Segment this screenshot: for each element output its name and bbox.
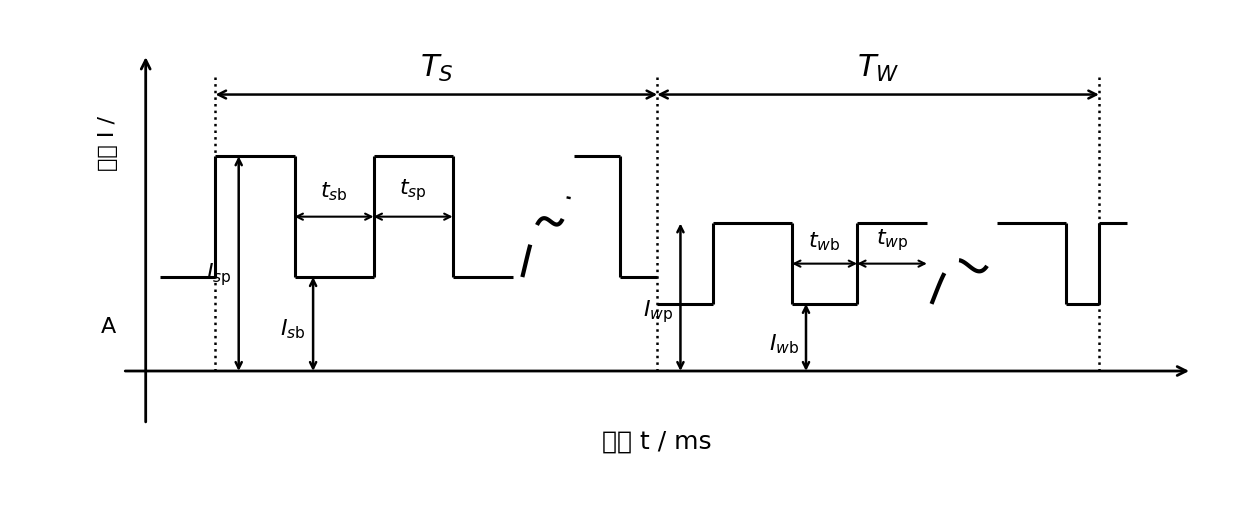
Text: 时间 t / ms: 时间 t / ms bbox=[603, 430, 712, 454]
Text: $I_{s\mathrm{p}}$: $I_{s\mathrm{p}}$ bbox=[206, 261, 232, 288]
Text: $I_{s\mathrm{b}}$: $I_{s\mathrm{b}}$ bbox=[280, 317, 306, 341]
Text: $t_{s\mathrm{p}}$: $t_{s\mathrm{p}}$ bbox=[399, 177, 427, 203]
Text: $T_W$: $T_W$ bbox=[857, 53, 899, 84]
Text: $T_S$: $T_S$ bbox=[419, 53, 453, 84]
Text: $t_{w\mathrm{p}}$: $t_{w\mathrm{p}}$ bbox=[875, 227, 908, 253]
Text: $t_{w\mathrm{b}}$: $t_{w\mathrm{b}}$ bbox=[808, 230, 841, 253]
Text: 电流 I /: 电流 I / bbox=[98, 116, 119, 171]
Text: A: A bbox=[100, 317, 117, 337]
Text: $t_{s\mathrm{b}}$: $t_{s\mathrm{b}}$ bbox=[320, 180, 348, 203]
Text: $I_{w\mathrm{b}}$: $I_{w\mathrm{b}}$ bbox=[769, 333, 799, 356]
Text: $I_{w\mathrm{p}}$: $I_{w\mathrm{p}}$ bbox=[644, 299, 673, 325]
